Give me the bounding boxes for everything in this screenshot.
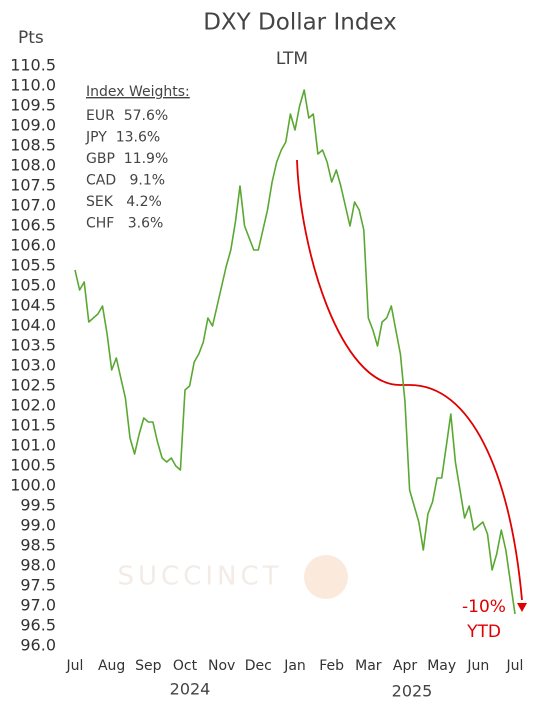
x-tick-label: Feb <box>319 658 344 674</box>
y-tick-label: 106.5 <box>10 216 56 235</box>
x-tick-label: Jun <box>466 658 489 674</box>
y-tick-label: 105.0 <box>10 276 56 295</box>
y-tick-label: 107.5 <box>10 176 56 195</box>
x-tick-label: Jan <box>283 658 306 674</box>
y-tick-label: 109.0 <box>10 116 56 135</box>
y-tick-label: 108.0 <box>10 156 56 175</box>
legend-item: CAD 9.1% <box>86 173 165 189</box>
y-tick-label: 103.0 <box>10 356 56 375</box>
y-tick-label: 100.5 <box>10 456 56 475</box>
y-tick-label: 104.0 <box>10 316 56 335</box>
year-label: 2024 <box>170 680 211 699</box>
chart-subtitle: LTM <box>276 49 308 69</box>
y-tick-label: 99.0 <box>20 516 56 535</box>
year-label: 2025 <box>392 682 433 701</box>
y-tick-label: 99.5 <box>20 496 56 515</box>
y-tick-label: 97.5 <box>20 576 56 595</box>
y-tick-label: 107.0 <box>10 196 56 215</box>
x-tick-label: Mar <box>355 658 382 674</box>
y-tick-label: 110.0 <box>10 76 56 95</box>
y-tick-label: 102.0 <box>10 396 56 415</box>
y-tick-label: 97.0 <box>20 596 56 615</box>
annotation: -10% <box>462 597 506 617</box>
legend-item: EUR 57.6% <box>86 108 168 124</box>
x-tick-label: Jul <box>506 658 524 674</box>
y-tick-label: 103.5 <box>10 336 56 355</box>
annotation-arrow <box>296 159 523 601</box>
y-tick-label: 98.0 <box>20 556 56 575</box>
watermark-logo <box>304 555 348 599</box>
y-tick-label: 98.5 <box>20 536 56 555</box>
x-tick-label: Dec <box>245 658 272 674</box>
legend-item: GBP 11.9% <box>86 151 168 167</box>
legend-title: Index Weights: <box>86 84 190 100</box>
x-tick-label: Apr <box>393 658 417 674</box>
chart-title: DXY Dollar Index <box>203 10 397 36</box>
x-tick-label: Sep <box>135 658 162 674</box>
y-tick-label: 109.5 <box>10 96 56 115</box>
y-tick-label: 104.5 <box>10 296 56 315</box>
y-tick-label: 101.5 <box>10 416 56 435</box>
y-tick-label: 110.5 <box>10 56 56 75</box>
arrow-head <box>517 603 527 612</box>
y-tick-label: 96.0 <box>20 636 56 655</box>
y-tick-label: 102.5 <box>10 376 56 395</box>
data-line <box>74 89 516 615</box>
x-tick-label: Jul <box>66 658 84 674</box>
annotation: YTD <box>466 622 501 642</box>
y-tick-label: 105.5 <box>10 256 56 275</box>
y-tick-label: 100.0 <box>10 476 56 495</box>
y-tick-label: 108.5 <box>10 136 56 155</box>
x-tick-label: Aug <box>98 658 125 674</box>
x-tick-label: Oct <box>173 658 198 674</box>
y-tick-label: 106.0 <box>10 236 56 255</box>
y-tick-label: 96.5 <box>20 616 56 635</box>
x-tick-label: May <box>427 658 456 674</box>
legend-item: JPY 13.6% <box>85 130 160 146</box>
y-tick-label: 101.0 <box>10 436 56 455</box>
x-tick-label: Nov <box>208 658 235 674</box>
y-axis-label: Pts <box>18 28 44 48</box>
legend-item: SEK 4.2% <box>86 194 162 210</box>
watermark: SUCCINCT <box>118 562 283 592</box>
legend-item: CHF 3.6% <box>86 216 163 232</box>
